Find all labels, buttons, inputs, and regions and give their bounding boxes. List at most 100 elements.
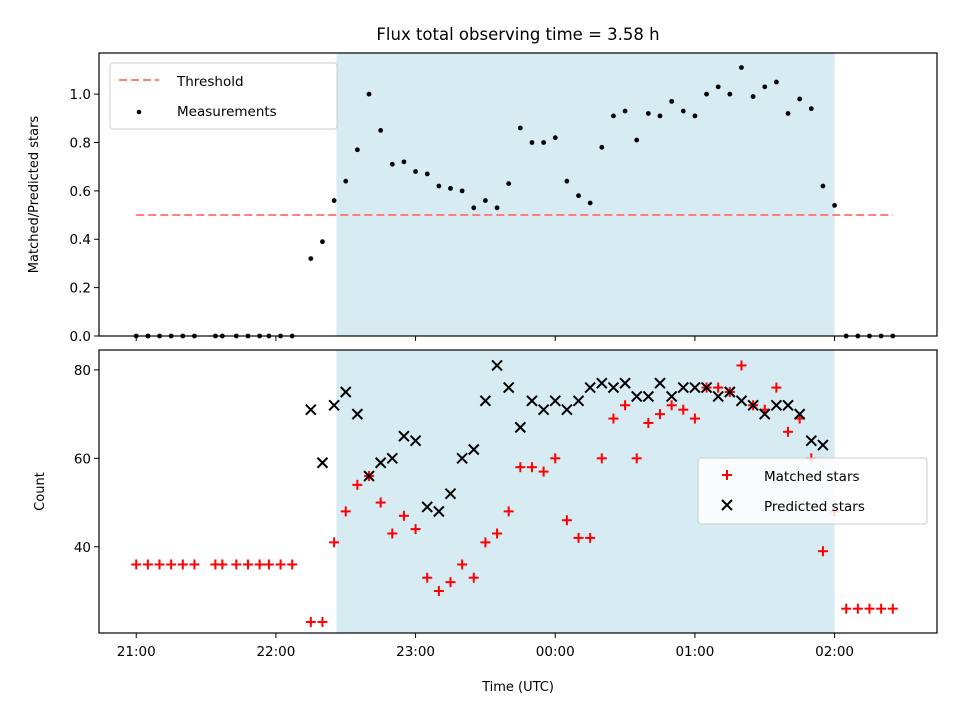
legend-threshold-label: Threshold — [176, 74, 244, 90]
y-tick-label: 0.6 — [70, 184, 91, 200]
measurement-point — [680, 108, 686, 114]
matched-star-point — [550, 453, 561, 464]
y-tick-label: 80 — [74, 363, 91, 379]
measurement-point — [459, 188, 465, 194]
measurement-point — [797, 96, 803, 102]
matched-star-point — [329, 537, 340, 548]
legend-matched-label: Matched stars — [764, 469, 860, 485]
matched-star-point — [242, 559, 253, 570]
legend-predicted-swatch — [721, 499, 733, 511]
measurement-point — [657, 113, 663, 119]
matched-star-point — [154, 559, 165, 570]
matched-star-point — [340, 506, 351, 517]
matched-star-point — [666, 400, 677, 411]
predicted-star-point — [351, 408, 364, 420]
predicted-star-point — [561, 403, 573, 416]
y-tick-label: 40 — [74, 540, 91, 556]
predicted-star-point — [572, 395, 585, 407]
measurement-point — [552, 135, 558, 141]
predicted-star-point — [444, 488, 457, 500]
bottom-panel: 40 60 80 21:00 22:00 23:00 00:00 01:00 02:00 Cou… — [33, 349, 938, 695]
matched-star-point — [352, 479, 363, 490]
predicted-star-point — [759, 408, 771, 420]
predicted-star-point — [479, 395, 492, 407]
predicted-star-point — [328, 399, 340, 411]
measurement-point — [389, 161, 395, 167]
matched-star-point — [375, 497, 386, 508]
matched-star-point — [231, 559, 242, 570]
matched-star-point — [608, 413, 619, 424]
bottom-legend: Matched stars Predicted stars — [697, 457, 928, 525]
measurement-point — [785, 111, 791, 116]
matched-star-point — [654, 409, 665, 420]
measurement-point — [308, 256, 314, 261]
top-axes-frame — [98, 52, 938, 337]
matched-star-point — [817, 546, 828, 557]
y-tick-label: 0.8 — [70, 135, 91, 151]
top-legend-box — [109, 62, 338, 130]
predicted-star-point — [526, 395, 538, 407]
legend-predicted-label: Predicted stars — [764, 499, 865, 515]
measurement-point — [436, 183, 442, 189]
predicted-star-point — [619, 377, 631, 389]
observing-span-shade — [336, 53, 835, 336]
predicted-star-point — [665, 390, 678, 403]
predicted-star-point — [363, 470, 375, 482]
matched-star-point — [689, 413, 700, 424]
y-tick-label: 60 — [74, 451, 91, 467]
matched-star-point — [864, 603, 875, 614]
measurement-point — [645, 111, 651, 116]
bottom-axes-frame — [98, 349, 938, 634]
measurement-point — [727, 91, 733, 97]
measurement-point — [739, 65, 744, 70]
predicted-star-point — [607, 381, 620, 394]
predicted-star-point — [537, 403, 550, 416]
matched-star-point — [596, 453, 607, 464]
measurement-point — [529, 140, 535, 145]
measurement-point — [587, 200, 593, 206]
matched-star-point — [387, 528, 398, 539]
measurement-point — [704, 91, 709, 97]
predicted-star-point — [782, 399, 794, 411]
predicted-star-point — [689, 381, 701, 394]
predicted-star-point — [421, 501, 433, 513]
matched-star-point — [573, 532, 584, 543]
predicted-star-point — [793, 408, 806, 420]
measurement-point — [483, 198, 488, 203]
chart-title: Flux total observing time = 3.58 h — [376, 25, 659, 44]
predicted-star-point — [305, 403, 317, 416]
x-tick-label: 02:00 — [815, 644, 854, 660]
matched-star-point — [275, 559, 286, 570]
predicted-star-point — [468, 443, 480, 456]
matched-star-point — [263, 559, 274, 570]
matched-star-point — [783, 426, 794, 437]
matched-star-point — [305, 616, 316, 627]
measurement-point — [366, 91, 372, 97]
matched-star-point — [561, 515, 572, 526]
bottom-legend-box — [697, 457, 928, 525]
measurement-point — [494, 205, 500, 211]
top-legend: Threshold Measurements — [109, 62, 338, 130]
predicted-star-point — [502, 381, 515, 394]
y-tick-label: 1.0 — [70, 87, 91, 103]
measurement-point — [773, 79, 779, 85]
measurement-point — [424, 171, 430, 177]
predicted-star-point — [642, 390, 655, 403]
predicted-star-point — [386, 452, 399, 465]
measurement-point — [692, 113, 698, 119]
measurement-point — [343, 178, 349, 184]
measurement-point — [669, 98, 675, 104]
matched-star-point — [398, 510, 409, 521]
matched-star-point — [480, 537, 491, 548]
legend-x-marker — [721, 499, 733, 511]
y-tick-label: 0.0 — [70, 329, 91, 345]
measurement-point — [564, 178, 570, 184]
predicted-star-point — [770, 399, 783, 411]
top-panel: 0.0 0.2 0.4 0.6 0.8 1.0 Flux total observing … — [27, 25, 938, 345]
measurement-point — [715, 84, 721, 90]
predicted-star-point — [409, 434, 422, 447]
matched-star-point — [538, 466, 549, 477]
matched-star-point — [515, 462, 526, 473]
measurement-point — [750, 94, 756, 99]
matched-star-point — [433, 585, 444, 596]
